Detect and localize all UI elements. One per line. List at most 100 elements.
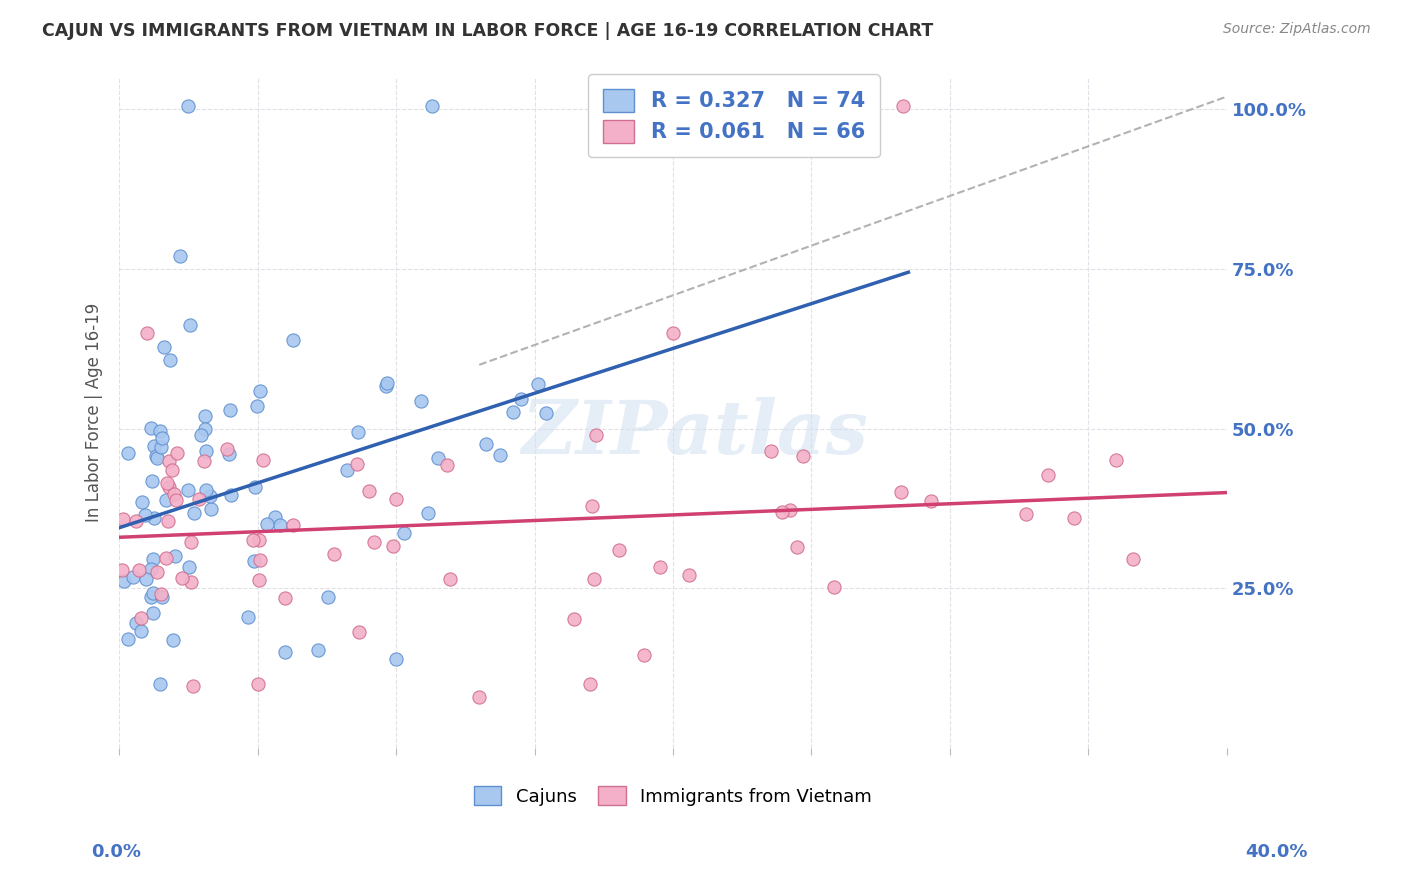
Point <box>163 486 186 500</box>
Point <box>183 506 205 520</box>
Point <box>155 492 177 507</box>
Point <box>125 514 148 528</box>
Point <box>146 566 169 580</box>
Point <box>195 483 218 497</box>
Point <box>194 409 217 424</box>
Point <box>1122 551 1144 566</box>
Point <box>177 99 200 113</box>
Point <box>759 444 782 458</box>
Point <box>283 333 305 347</box>
Point <box>165 549 187 564</box>
Point <box>117 446 139 460</box>
Point <box>247 533 270 548</box>
Point <box>509 392 531 407</box>
Point <box>786 540 808 554</box>
Point <box>156 475 179 490</box>
Point <box>149 440 172 454</box>
Point <box>468 690 491 704</box>
Point <box>526 376 548 391</box>
Point <box>648 560 671 574</box>
Point <box>502 405 524 419</box>
Point <box>662 326 685 340</box>
Point <box>159 352 181 367</box>
Point <box>218 447 240 461</box>
Point <box>1063 511 1085 525</box>
Point <box>134 508 156 522</box>
Point <box>346 457 368 471</box>
Point <box>149 677 172 691</box>
Point <box>131 624 153 639</box>
Point <box>111 563 134 577</box>
Point <box>269 517 291 532</box>
Point <box>142 511 165 525</box>
Point <box>157 480 180 494</box>
Point <box>149 425 172 439</box>
Point <box>219 488 242 502</box>
Point <box>112 574 135 588</box>
Point <box>150 590 173 604</box>
Point <box>609 543 631 558</box>
Point <box>322 547 344 561</box>
Point <box>157 454 180 468</box>
Point <box>136 326 159 340</box>
Legend: Cajuns, Immigrants from Vietnam: Cajuns, Immigrants from Vietnam <box>467 779 879 813</box>
Point <box>122 570 145 584</box>
Point <box>152 340 174 354</box>
Point <box>779 503 801 517</box>
Point <box>150 431 173 445</box>
Text: ZIPatlas: ZIPatlas <box>522 397 869 469</box>
Point <box>274 645 297 659</box>
Point <box>125 616 148 631</box>
Point <box>215 442 238 457</box>
Point <box>141 590 163 604</box>
Point <box>252 453 274 467</box>
Point <box>141 474 163 488</box>
Point <box>142 586 165 600</box>
Point <box>1036 468 1059 483</box>
Point <box>256 516 278 531</box>
Point <box>336 463 359 477</box>
Point <box>770 505 793 519</box>
Point <box>141 421 163 435</box>
Point <box>180 574 202 589</box>
Point <box>363 534 385 549</box>
Point <box>347 625 370 640</box>
Point <box>117 632 139 647</box>
Point <box>180 535 202 549</box>
Point <box>139 562 162 576</box>
Point <box>145 449 167 463</box>
Point <box>243 479 266 493</box>
Point <box>823 580 845 594</box>
Point <box>264 510 287 524</box>
Point <box>165 492 187 507</box>
Text: Source: ZipAtlas.com: Source: ZipAtlas.com <box>1223 22 1371 37</box>
Point <box>1105 453 1128 467</box>
Point <box>581 499 603 513</box>
Point <box>392 525 415 540</box>
Point <box>678 567 700 582</box>
Point <box>128 563 150 577</box>
Point <box>193 454 215 468</box>
Point <box>384 492 406 507</box>
Point <box>585 428 607 442</box>
Point <box>172 571 194 585</box>
Point <box>194 422 217 436</box>
Point <box>135 572 157 586</box>
Point <box>200 489 222 503</box>
Point <box>792 449 814 463</box>
Point <box>142 551 165 566</box>
Point <box>142 606 165 620</box>
Point <box>418 506 440 520</box>
Point <box>190 428 212 442</box>
Point <box>200 502 222 516</box>
Point <box>375 376 398 390</box>
Point <box>155 551 177 566</box>
Point <box>156 514 179 528</box>
Point <box>436 458 458 473</box>
Point <box>247 574 270 588</box>
Point <box>427 451 450 466</box>
Point <box>219 403 242 417</box>
Point <box>562 612 585 626</box>
Point <box>246 677 269 691</box>
Text: 0.0%: 0.0% <box>91 843 142 861</box>
